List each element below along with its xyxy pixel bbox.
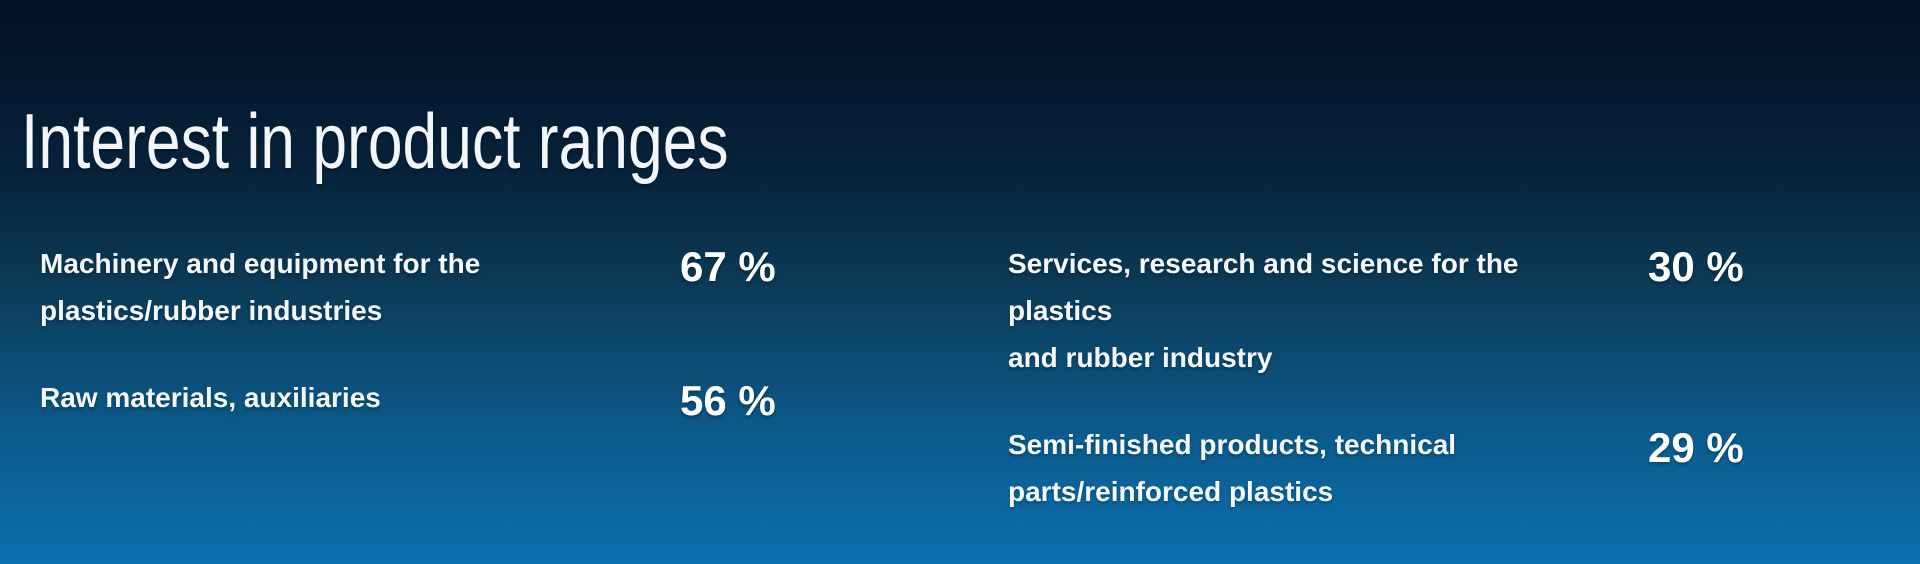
stat-row: Services, research and science for the p…	[1008, 240, 1920, 381]
stat-label: Semi-finished products, technical parts/…	[1008, 421, 1628, 515]
stat-row: Other 8 %	[1008, 555, 1920, 564]
left-column: Machinery and equipment for the plastics…	[40, 240, 1008, 508]
right-column: Services, research and science for the p…	[1008, 240, 1920, 564]
stat-value: 67 %	[680, 243, 776, 290]
stat-label-line: plastics/rubber industries	[40, 295, 383, 326]
stat-label-line: and rubber industry	[1008, 342, 1273, 373]
stat-row: Machinery and equipment for the plastics…	[40, 240, 1008, 334]
stat-row: Raw materials, auxiliaries 56 %	[40, 374, 1008, 468]
stat-label: Raw materials, auxiliaries	[40, 374, 660, 421]
stat-value: 29 %	[1648, 424, 1744, 471]
stat-label: Machinery and equipment for the plastics…	[40, 240, 660, 334]
stat-label-line: Semi-finished products, technical	[1008, 429, 1457, 460]
page-title: Interest in product ranges	[21, 97, 729, 185]
stat-row: Semi-finished products, technical parts/…	[1008, 421, 1920, 515]
stat-value: 30 %	[1648, 243, 1744, 290]
stat-label-line: Machinery and equipment for the	[40, 248, 481, 279]
stat-value: 8 %	[1648, 561, 1720, 564]
stat-label-line: Raw materials, auxiliaries	[40, 382, 381, 413]
stat-label: Other	[1008, 555, 1628, 564]
stats-grid: Machinery and equipment for the plastics…	[40, 240, 1920, 564]
stat-label: Services, research and science for the p…	[1008, 240, 1628, 381]
stat-value: 56 %	[680, 377, 776, 424]
stat-label-line: Other	[1008, 555, 1628, 564]
stat-label-line: parts/reinforced plastics	[1008, 476, 1334, 507]
stat-label-line: Services, research and science for the p…	[1008, 248, 1519, 326]
